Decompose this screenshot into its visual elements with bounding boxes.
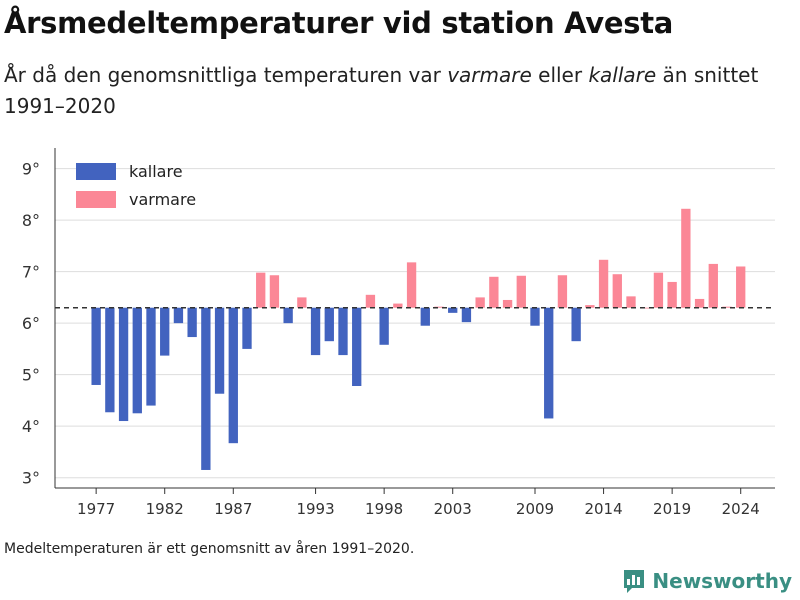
subtitle-cold-word: kallare	[588, 63, 657, 87]
bar-1999	[393, 303, 403, 308]
y-tick-label: 8°	[22, 211, 40, 230]
brand: Newsworthy	[622, 568, 792, 594]
bar-1996	[352, 307, 362, 386]
subtitle-part3: än snittet 1991–2020	[4, 63, 759, 118]
x-tick-label: 1977	[77, 500, 115, 518]
brand-name: Newsworthy	[652, 569, 792, 593]
bar-1980	[132, 307, 142, 414]
bar-2002	[434, 306, 444, 308]
bar-1978	[105, 307, 115, 413]
legend-item-varmare: varmare	[76, 185, 196, 213]
bar-1991	[283, 307, 293, 324]
bar-1982	[160, 307, 170, 356]
x-tick-label: 1993	[296, 500, 334, 518]
subtitle-part1: År då den genomsnittliga temperaturen va…	[4, 63, 448, 87]
y-tick-label: 6°	[22, 314, 40, 333]
bar-chart: 3° 4° 5° 6° 7° 8° 9° 1977 1982 1987 1993 1998 2003 20…	[22, 148, 775, 518]
bar-2006	[489, 276, 499, 308]
bar-2009	[530, 307, 540, 326]
bar-1984	[187, 307, 197, 338]
bar-1977	[91, 307, 101, 385]
bar-2010	[544, 307, 554, 419]
subtitle-warm-word: varmare	[447, 63, 532, 87]
legend-label-kallare: kallare	[129, 161, 183, 181]
bar-1995	[338, 307, 348, 356]
bar-2005	[475, 297, 485, 308]
legend-swatch-kallare	[76, 162, 116, 180]
bar-2014	[598, 259, 609, 308]
footnote: Medeltemperaturen är ett genomsnitt av å…	[4, 541, 415, 557]
bar-2015	[612, 274, 622, 308]
y-tick-label: 4°	[22, 417, 40, 436]
bar-2012	[571, 307, 581, 342]
x-tick-label: 1982	[146, 500, 184, 518]
bar-1979	[118, 307, 129, 422]
bar-2023	[722, 306, 732, 308]
legend: kallare varmare	[76, 157, 196, 213]
bar-1983	[173, 307, 184, 324]
bar-1990	[269, 275, 280, 308]
bar-2019	[667, 281, 677, 308]
bar-2013	[585, 305, 595, 308]
bar-1992	[297, 297, 307, 308]
bar-2001	[420, 307, 430, 326]
legend-swatch-varmare	[76, 190, 116, 208]
chart-subtitle: År då den genomsnittliga temperaturen va…	[4, 60, 794, 122]
bar-1988	[242, 307, 252, 349]
x-tick-label: 2014	[584, 500, 622, 518]
y-tick-label: 3°	[22, 469, 40, 488]
bar-2024	[736, 266, 746, 308]
bar-2016	[626, 296, 636, 308]
bar-2018	[653, 272, 664, 308]
bar-1997	[365, 294, 376, 308]
y-tick-label: 9°	[22, 160, 40, 179]
bar-1994	[324, 307, 334, 342]
x-tick-label: 2009	[516, 500, 554, 518]
y-tick-label: 5°	[22, 366, 40, 385]
bar-2007	[502, 299, 513, 308]
y-tick-label: 7°	[22, 263, 40, 282]
bar-2022	[708, 263, 718, 308]
x-tick-label: 1987	[214, 500, 252, 518]
bar-2003	[448, 307, 458, 313]
bar-2020	[681, 208, 691, 308]
bar-1986	[214, 307, 225, 394]
bar-2021	[694, 298, 705, 308]
bar-1987	[228, 307, 238, 444]
x-tick-label: 2019	[653, 500, 691, 518]
legend-label-varmare: varmare	[129, 189, 197, 209]
bar-1998	[379, 307, 389, 345]
x-tick-label: 1998	[365, 500, 403, 518]
bar-2004	[461, 307, 472, 323]
bar-1985	[201, 307, 211, 470]
x-tick-label: 2024	[722, 500, 760, 518]
newsworthy-logo-icon	[624, 570, 645, 593]
chart-title: Årsmedeltemperaturer vid station Avesta	[4, 6, 674, 40]
bar-1981	[146, 307, 156, 406]
bar-2008	[516, 275, 526, 308]
bar-2000	[406, 262, 417, 308]
bar-1989	[256, 272, 266, 308]
x-tick-label: 2003	[434, 500, 472, 518]
subtitle-part2: eller	[531, 63, 589, 87]
bar-1993	[310, 307, 321, 356]
bar-2011	[557, 275, 568, 308]
legend-item-kallare: kallare	[76, 157, 196, 185]
